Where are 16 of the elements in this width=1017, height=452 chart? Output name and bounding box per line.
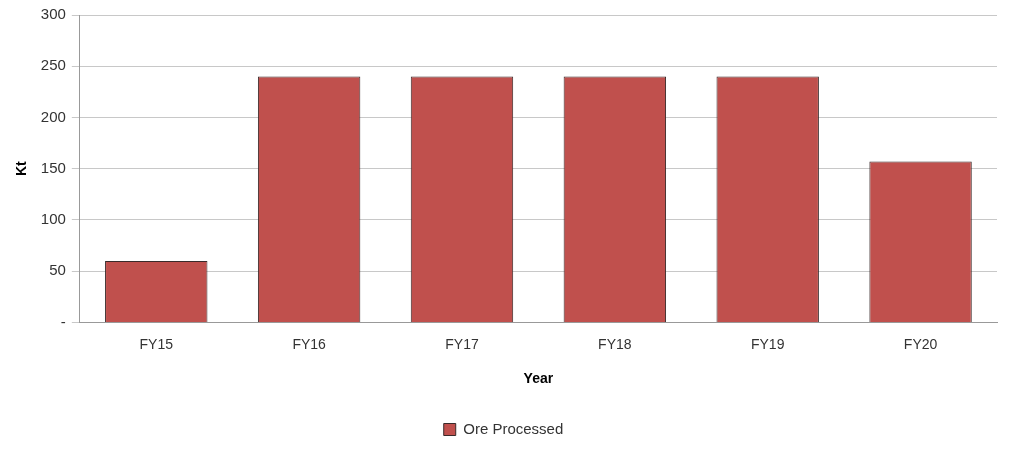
y-axis-title: Kt: [13, 160, 30, 177]
x-tick-label: FY17: [445, 335, 479, 352]
y-tick-label: 300: [40, 5, 66, 23]
y-tick-label: 250: [40, 56, 66, 74]
x-tick-label: FY18: [598, 335, 632, 352]
x-axis-title: Year: [523, 370, 554, 387]
y-tick-label: 100: [40, 210, 66, 228]
y-tick-label: 50: [49, 261, 66, 279]
y-tick-label: 150: [40, 158, 66, 176]
y-tick-label: -: [60, 312, 66, 330]
y-tick-label: 200: [40, 107, 66, 125]
x-tick-label: FY16: [292, 335, 327, 352]
legend-label: Ore Processed: [463, 419, 564, 437]
x-tick-label: FY19: [750, 335, 785, 352]
x-tick-label: FY15: [139, 335, 174, 352]
x-tick-label: FY20: [903, 335, 938, 352]
